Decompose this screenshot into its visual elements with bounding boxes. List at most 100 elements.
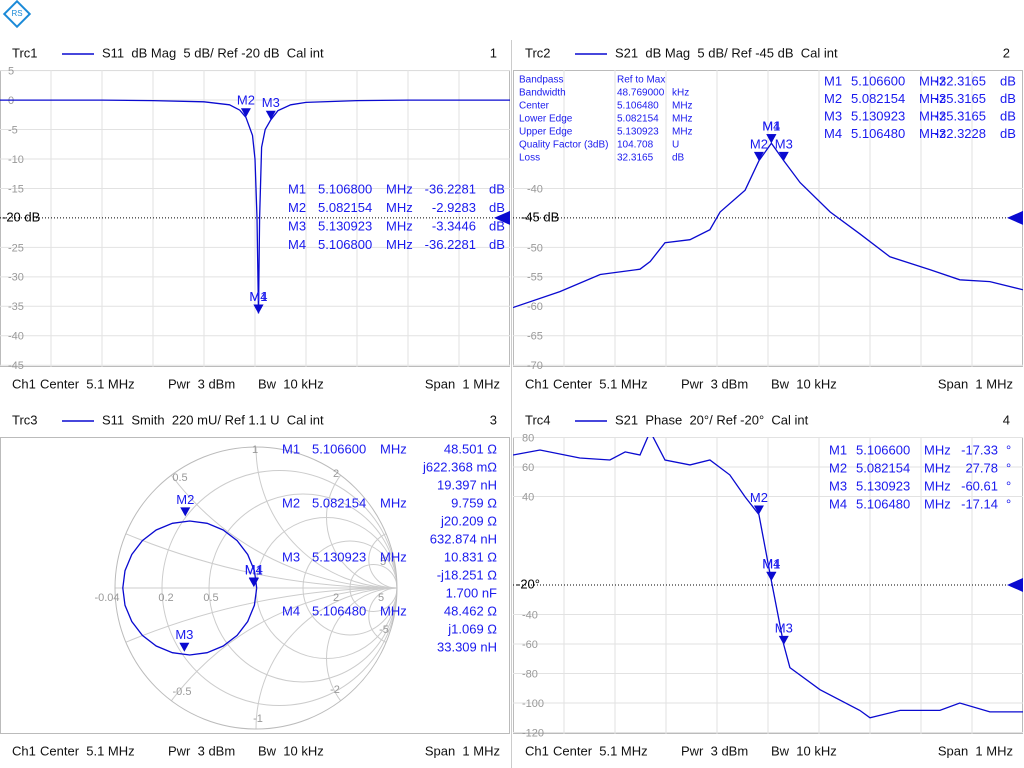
marker	[753, 505, 764, 515]
trace-number: 3	[490, 412, 497, 427]
marker	[179, 642, 190, 652]
bandpass-info: MHz	[672, 114, 693, 125]
marker-value: -60.61	[961, 478, 998, 493]
marker-freq-unit: MHz	[919, 73, 946, 88]
trace-name: Trc1	[12, 45, 38, 60]
marker-name: M1	[824, 73, 842, 88]
marker-value-unit: °	[1006, 460, 1011, 475]
marker-label: M2	[750, 136, 768, 151]
y-tick-label: -55	[527, 272, 543, 284]
y-tick-label: -40	[8, 331, 24, 343]
marker-freq-unit: MHz	[380, 603, 407, 618]
y-tick-label: 60	[522, 462, 534, 474]
smith-label: 5	[380, 556, 386, 568]
trace-title: S11 Smith 220 mU/ Ref 1.1 U Cal int	[102, 412, 324, 427]
marker-value: -35.3165	[935, 108, 986, 123]
bandpass-info: 104.708	[617, 140, 654, 151]
y-tick-label: -60	[522, 639, 538, 651]
marker-freq-unit: MHz	[380, 495, 407, 510]
marker-label: M2	[237, 93, 255, 108]
marker	[265, 110, 276, 120]
y-tick-label: 5	[8, 65, 14, 77]
marker-label: M3	[262, 95, 280, 110]
footer-text: Pwr 3 dBm	[681, 743, 748, 758]
marker-freq: 5.082154	[856, 460, 910, 475]
smith-label: -2	[330, 684, 340, 696]
smith-label: 0.2	[158, 592, 173, 604]
trace-name: Trc2	[525, 45, 551, 60]
marker-label: M1	[245, 563, 263, 578]
logo: RS	[2, 0, 32, 29]
y-tick-label: 0	[8, 95, 14, 107]
marker-name: M4	[829, 496, 847, 511]
marker	[248, 577, 259, 587]
marker-value-unit: dB	[1000, 73, 1016, 88]
reference-arrow	[1007, 577, 1023, 592]
marker-freq: 5.106480	[851, 126, 905, 141]
footer-text: Pwr 3 dBm	[168, 743, 235, 758]
marker-value: 1.700 nF	[446, 585, 497, 600]
marker-freq: 5.106600	[851, 73, 905, 88]
marker-freq: 5.082154	[312, 495, 366, 510]
marker-label: M2	[750, 490, 768, 505]
marker-freq-unit: MHz	[924, 478, 951, 493]
trace-line	[0, 99, 510, 314]
marker-value: j20.209 Ω	[440, 513, 497, 528]
y-tick-label: -40	[522, 609, 538, 621]
marker-label: M4	[762, 556, 780, 571]
marker-value: 10.831 Ω	[444, 549, 497, 564]
trace-number: 2	[1003, 45, 1010, 60]
footer-text: Ch1	[12, 743, 36, 758]
marker-freq-unit: MHz	[924, 496, 951, 511]
y-tick-label: -100	[522, 698, 544, 710]
marker-value-unit: dB	[489, 181, 505, 196]
footer-text: Ch1	[12, 376, 36, 391]
footer-text: Center 5.1 MHz	[553, 743, 648, 758]
reference-label: -20°	[516, 576, 540, 591]
smith-label: -0.5	[173, 686, 192, 698]
marker-freq-unit: MHz	[924, 442, 951, 457]
bandpass-info: Ref to Max	[617, 75, 665, 86]
marker-value-unit: dB	[489, 200, 505, 215]
footer-text: Ch1	[525, 376, 549, 391]
bandpass-info: MHz	[672, 127, 693, 138]
y-tick-label: -50	[527, 242, 543, 254]
bandpass-info: Upper Edge	[519, 127, 573, 138]
bandpass-info: 5.106480	[617, 101, 659, 112]
marker-freq-unit: MHz	[919, 108, 946, 123]
marker	[778, 635, 789, 645]
reactance-arc	[326, 447, 397, 589]
marker-freq-unit: MHz	[386, 237, 413, 252]
marker	[253, 304, 264, 314]
marker-value: 632.874 nH	[430, 531, 497, 546]
marker-value-unit: dB	[1000, 91, 1016, 106]
marker-value-unit: dB	[1000, 126, 1016, 141]
trace-title: S21 dB Mag 5 dB/ Ref -45 dB Cal int	[615, 45, 838, 60]
marker-value-unit: °	[1006, 496, 1011, 511]
marker-value-unit: °	[1006, 478, 1011, 493]
marker-freq: 5.106480	[312, 603, 366, 618]
trace-line	[122, 520, 258, 656]
marker-value: j622.368 mΩ	[422, 459, 497, 474]
marker-label: M1	[762, 556, 780, 571]
y-tick-label: -30	[8, 272, 24, 284]
marker-freq: 5.130923	[318, 218, 372, 233]
smith-label: 2	[333, 592, 339, 604]
marker-value: -36.2281	[425, 237, 476, 252]
marker-name: M2	[282, 495, 300, 510]
footer-text: Span 1 MHz	[938, 376, 1013, 391]
marker-value: -32.3228	[935, 126, 986, 141]
bandpass-info: dB	[672, 153, 685, 164]
smith-label: 2	[333, 468, 339, 480]
marker-name: M2	[288, 200, 306, 215]
marker	[753, 151, 764, 161]
marker-value: -35.3165	[935, 91, 986, 106]
marker	[180, 507, 191, 517]
bandpass-info: U	[672, 140, 679, 151]
marker-name: M1	[282, 441, 300, 456]
y-tick-label: -80	[522, 668, 538, 680]
reference-arrow	[1007, 210, 1023, 225]
marker-label: M1	[762, 119, 780, 134]
marker-value: -3.3446	[432, 218, 476, 233]
